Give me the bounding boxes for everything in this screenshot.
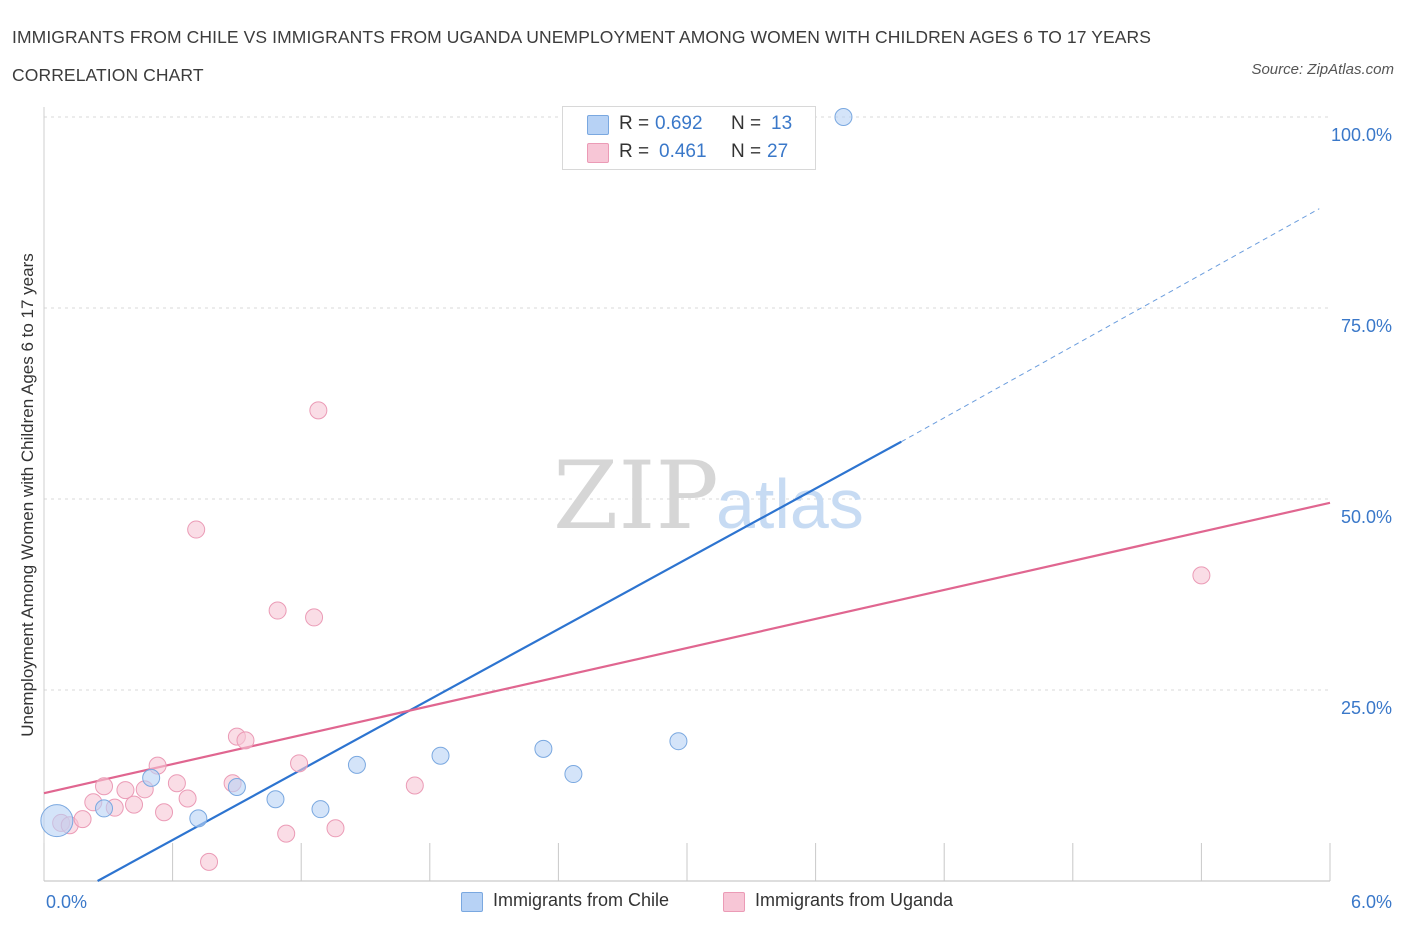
- point-uganda: [236, 731, 255, 750]
- y-axis-label: Unemployment Among Women with Children A…: [18, 253, 37, 737]
- watermark-zip: ZIP: [553, 442, 719, 551]
- legend-n-label: N =: [731, 141, 762, 162]
- point-uganda: [277, 824, 296, 843]
- source-label: Source: ZipAtlas.com: [1251, 61, 1394, 78]
- point-uganda: [125, 795, 144, 814]
- legend-swatch-chile: [461, 892, 483, 912]
- point-uganda: [309, 401, 328, 420]
- point-uganda: [305, 608, 324, 627]
- legend-swatch-uganda: [723, 892, 745, 912]
- legend-r-label: R =: [619, 141, 650, 162]
- y-tick-label: 25.0%: [1341, 698, 1392, 718]
- point-chile: [227, 778, 246, 797]
- point-uganda: [95, 777, 114, 796]
- stats-legend: R = 0.692 N = 13 R = 0.461 N = 27: [562, 106, 816, 170]
- trend-line-uganda: [43, 501, 1331, 795]
- point-chile: [669, 732, 688, 751]
- point-chile: [142, 768, 161, 787]
- tick-labels: 25.0% 50.0% 75.0% 100.0% 0.0% 6.0%: [46, 125, 1392, 912]
- x-tick-label: 0.0%: [46, 892, 87, 912]
- point-uganda: [167, 774, 186, 793]
- trend-line-chile-extension: [901, 208, 1320, 443]
- point-uganda: [187, 520, 206, 539]
- point-chile: [347, 755, 366, 774]
- point-chile: [40, 804, 74, 838]
- legend-n-value-uganda: 27: [767, 141, 789, 162]
- chart-title: IMMIGRANTS FROM CHILE VS IMMIGRANTS FROM…: [12, 27, 1152, 85]
- legend-label-chile: Immigrants from Chile: [493, 890, 670, 910]
- point-uganda: [116, 781, 135, 800]
- point-chile: [834, 108, 853, 126]
- point-uganda: [178, 789, 197, 808]
- point-uganda: [268, 601, 287, 620]
- point-uganda: [73, 810, 92, 829]
- point-chile: [564, 765, 583, 784]
- point-uganda: [290, 754, 309, 773]
- legend-r-value-chile: 0.692: [655, 113, 703, 134]
- trend-lines: [43, 208, 1331, 882]
- y-tick-label: 75.0%: [1341, 316, 1392, 336]
- x-tick-label: 6.0%: [1351, 892, 1392, 912]
- point-chile: [189, 809, 208, 828]
- y-tick-label: 100.0%: [1331, 125, 1392, 145]
- point-uganda: [155, 803, 174, 822]
- watermark: ZIP atlas: [553, 442, 864, 551]
- point-uganda: [326, 819, 345, 838]
- legend-n-label: N =: [731, 113, 762, 134]
- point-chile: [266, 790, 285, 809]
- point-uganda: [200, 852, 219, 871]
- legend-swatch-chile: [587, 115, 609, 135]
- point-chile: [95, 799, 114, 818]
- legend-n-value-chile: 13: [771, 113, 793, 134]
- point-chile: [311, 800, 330, 819]
- point-uganda: [1192, 566, 1211, 585]
- axes: [43, 107, 1331, 882]
- legend-swatch-uganda: [587, 143, 609, 163]
- grid-lines: [44, 116, 1330, 691]
- point-chile: [431, 746, 450, 765]
- trend-line-chile: [97, 440, 902, 882]
- legend-label-uganda: Immigrants from Uganda: [755, 890, 954, 910]
- point-chile: [534, 739, 553, 758]
- data-points: [40, 108, 1211, 871]
- point-uganda: [405, 776, 424, 795]
- legend-r-label: R =: [619, 113, 650, 134]
- legend-r-value-uganda: 0.461: [659, 141, 707, 162]
- y-tick-label: 50.0%: [1341, 507, 1392, 527]
